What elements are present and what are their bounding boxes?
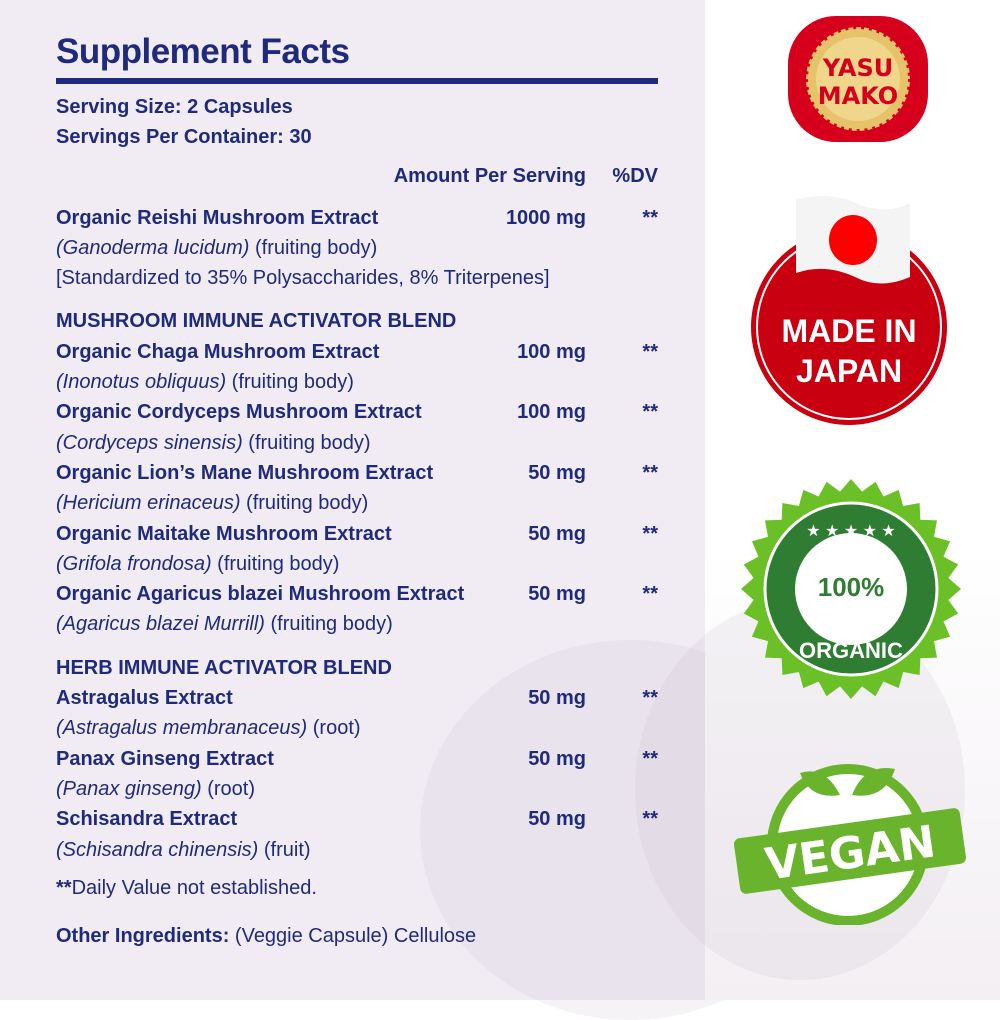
other-ingredients-label: Other Ingredients:: [56, 925, 230, 948]
dv-header: %DV: [612, 164, 658, 187]
ingredient-latin: (Inonotus obliquus): [56, 371, 227, 394]
servings-per-container: Servings Per Container: 30: [56, 126, 312, 149]
supplement-facts-panel: Supplement Facts Serving Size: 2 Capsule…: [56, 30, 658, 951]
vegan-badge: VEGAN: [733, 764, 967, 925]
ingredient-part: (fruiting body): [211, 552, 340, 575]
ingredient-row: Organic Cordyceps Mushroom Extract 100 m…: [56, 397, 658, 458]
ingredient-part: (fruiting body): [226, 371, 354, 394]
stars-icon: ★ ★ ★ ★ ★: [806, 523, 896, 540]
ingredient-part: (root): [307, 717, 361, 740]
column-header: Amount Per Serving %DV: [56, 161, 658, 191]
ingredient-row: Schisandra Extract 50 mg ** (Schisandra …: [56, 804, 658, 865]
ingredient-latin: (Panax ginseng): [56, 777, 202, 800]
ingredient-name: Schisandra Extract: [56, 808, 238, 831]
footnote: **Daily Value not established.: [56, 873, 658, 903]
ingredient-part: (fruiting body): [249, 236, 378, 259]
main-ingredient: Organic Reishi Mushroom Extract 1000 mg …: [56, 203, 658, 294]
organic-badge: 100% ORGANIC ★ ★ ★ ★ ★: [741, 479, 961, 699]
footnote-text: Daily Value not established.: [71, 876, 317, 899]
leaf-icon: [852, 768, 895, 796]
ingredient-amount: 100 mg: [517, 401, 586, 424]
ingredient-dv: **: [642, 340, 658, 363]
ingredient-amount: 50 mg: [528, 461, 586, 484]
blends: MUSHROOM IMMUNE ACTIVATOR BLEND Organic …: [56, 293, 658, 864]
ingredient-dv: **: [642, 747, 658, 770]
leaf-icon: [800, 771, 840, 796]
svg-text:MADE IN: MADE IN: [781, 313, 916, 349]
ingredient-dv: **: [642, 583, 658, 606]
ingredient-amount: 50 mg: [528, 808, 586, 831]
ingredient-latin: (Cordyceps sinensis): [56, 431, 243, 454]
ingredient-latin: (Hericium erinaceus): [56, 492, 241, 515]
ingredient-row: Organic Agaricus blazei Mushroom Extract…: [56, 579, 658, 640]
ingredient-latin: (Agaricus blazei Murrill): [56, 613, 265, 636]
page-title: Supplement Facts: [56, 32, 350, 71]
ingredient-name: Organic Lion’s Mane Mushroom Extract: [56, 461, 434, 484]
ingredient-amount: 100 mg: [517, 340, 586, 363]
footnote-stars: **: [56, 876, 72, 899]
ingredient-row: Organic Maitake Mushroom Extract 50 mg *…: [56, 519, 658, 580]
ingredient-latin: (Schisandra chinensis): [56, 838, 259, 861]
svg-text:ORGANIC: ORGANIC: [799, 638, 903, 663]
svg-text:YASU: YASU: [822, 54, 893, 82]
svg-text:MAKO: MAKO: [818, 82, 898, 110]
ingredient-name: Organic Chaga Mushroom Extract: [56, 340, 380, 363]
ingredient-part: (fruiting body): [264, 613, 393, 636]
ingredient-part: (root): [201, 777, 255, 800]
ingredient-part: (fruit): [258, 838, 311, 861]
ingredient-latin: (Ganoderma lucidum): [56, 236, 250, 259]
ingredient-part: (fruiting body): [242, 431, 371, 454]
ingredient-row: Astragalus Extract 50 mg ** (Astragalus …: [56, 683, 658, 744]
ingredient-amount: 1000 mg: [505, 206, 586, 229]
ingredient-name: Organic Maitake Mushroom Extract: [56, 522, 392, 545]
ingredient-name: Organic Reishi Mushroom Extract: [56, 206, 379, 229]
standardization-note: [Standardized to 35% Polysaccharides, 8%…: [56, 267, 550, 290]
ingredient-row: Panax Ginseng Extract 50 mg ** (Panax gi…: [56, 744, 658, 805]
blend-heading: MUSHROOM IMMUNE ACTIVATOR BLEND: [56, 310, 457, 333]
ingredient-row: Organic Chaga Mushroom Extract 100 mg **…: [56, 337, 658, 398]
amount-header: Amount Per Serving: [393, 164, 586, 187]
ingredient-amount: 50 mg: [528, 687, 586, 710]
ingredient-latin: (Grifola frondosa): [56, 552, 212, 575]
svg-text:JAPAN: JAPAN: [796, 353, 902, 389]
title-divider: [56, 78, 658, 84]
ingredient-dv: **: [642, 522, 658, 545]
ingredient-dv: **: [642, 206, 658, 229]
made-in-japan-badge: MADE IN JAPAN: [751, 196, 947, 425]
ingredient-name: Panax Ginseng Extract: [56, 747, 274, 770]
ingredient-dv: **: [642, 808, 658, 831]
ingredient-dv: **: [642, 461, 658, 484]
ingredient-amount: 50 mg: [528, 522, 586, 545]
ingredient-name: Organic Agaricus blazei Mushroom Extract: [56, 583, 465, 606]
svg-text:100%: 100%: [818, 572, 885, 602]
ingredient-amount: 50 mg: [528, 747, 586, 770]
other-ingredients-value: (Veggie Capsule) Cellulose: [229, 925, 477, 948]
ingredient-dv: **: [642, 687, 658, 710]
blend-heading: HERB IMMUNE ACTIVATOR BLEND: [56, 656, 392, 679]
ingredient-latin: (Astragalus membranaceus): [56, 717, 308, 740]
ingredient-name: Astragalus Extract: [56, 687, 233, 710]
ingredient-part: (fruiting body): [240, 492, 369, 515]
ingredient-amount: 50 mg: [528, 583, 586, 606]
ingredient-dv: **: [642, 401, 658, 424]
ingredient-row: Organic Lion’s Mane Mushroom Extract 50 …: [56, 458, 658, 519]
yasumako-logo: YASU MAKO: [788, 16, 928, 142]
serving-size: Serving Size: 2 Capsules: [56, 96, 293, 118]
other-ingredients: Other Ingredients: (Veggie Capsule) Cell…: [56, 921, 658, 951]
ingredient-name: Organic Cordyceps Mushroom Extract: [56, 401, 422, 424]
